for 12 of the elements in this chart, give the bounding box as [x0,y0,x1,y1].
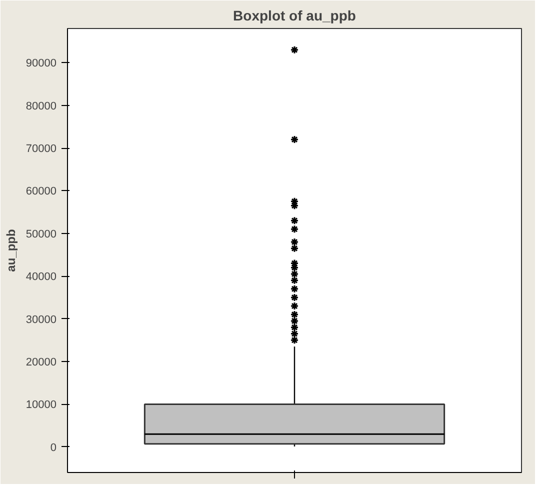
y-tick-label: 70000 [26,143,57,156]
y-tick-label: 40000 [26,271,57,284]
y-tick-label: 20000 [26,356,57,368]
y-axis-title: au_ppb [4,229,18,272]
y-tick-label: 90000 [26,58,57,70]
y-tick-label: 60000 [26,186,57,198]
chart-title: Boxplot of au_ppb [233,8,356,24]
y-tick-label: 10000 [26,399,57,412]
y-tick-label: 30000 [26,314,57,326]
y-tick-label: 0 [50,442,57,454]
y-tick-label: 50000 [26,228,57,240]
y-tick-label: 80000 [26,100,57,112]
